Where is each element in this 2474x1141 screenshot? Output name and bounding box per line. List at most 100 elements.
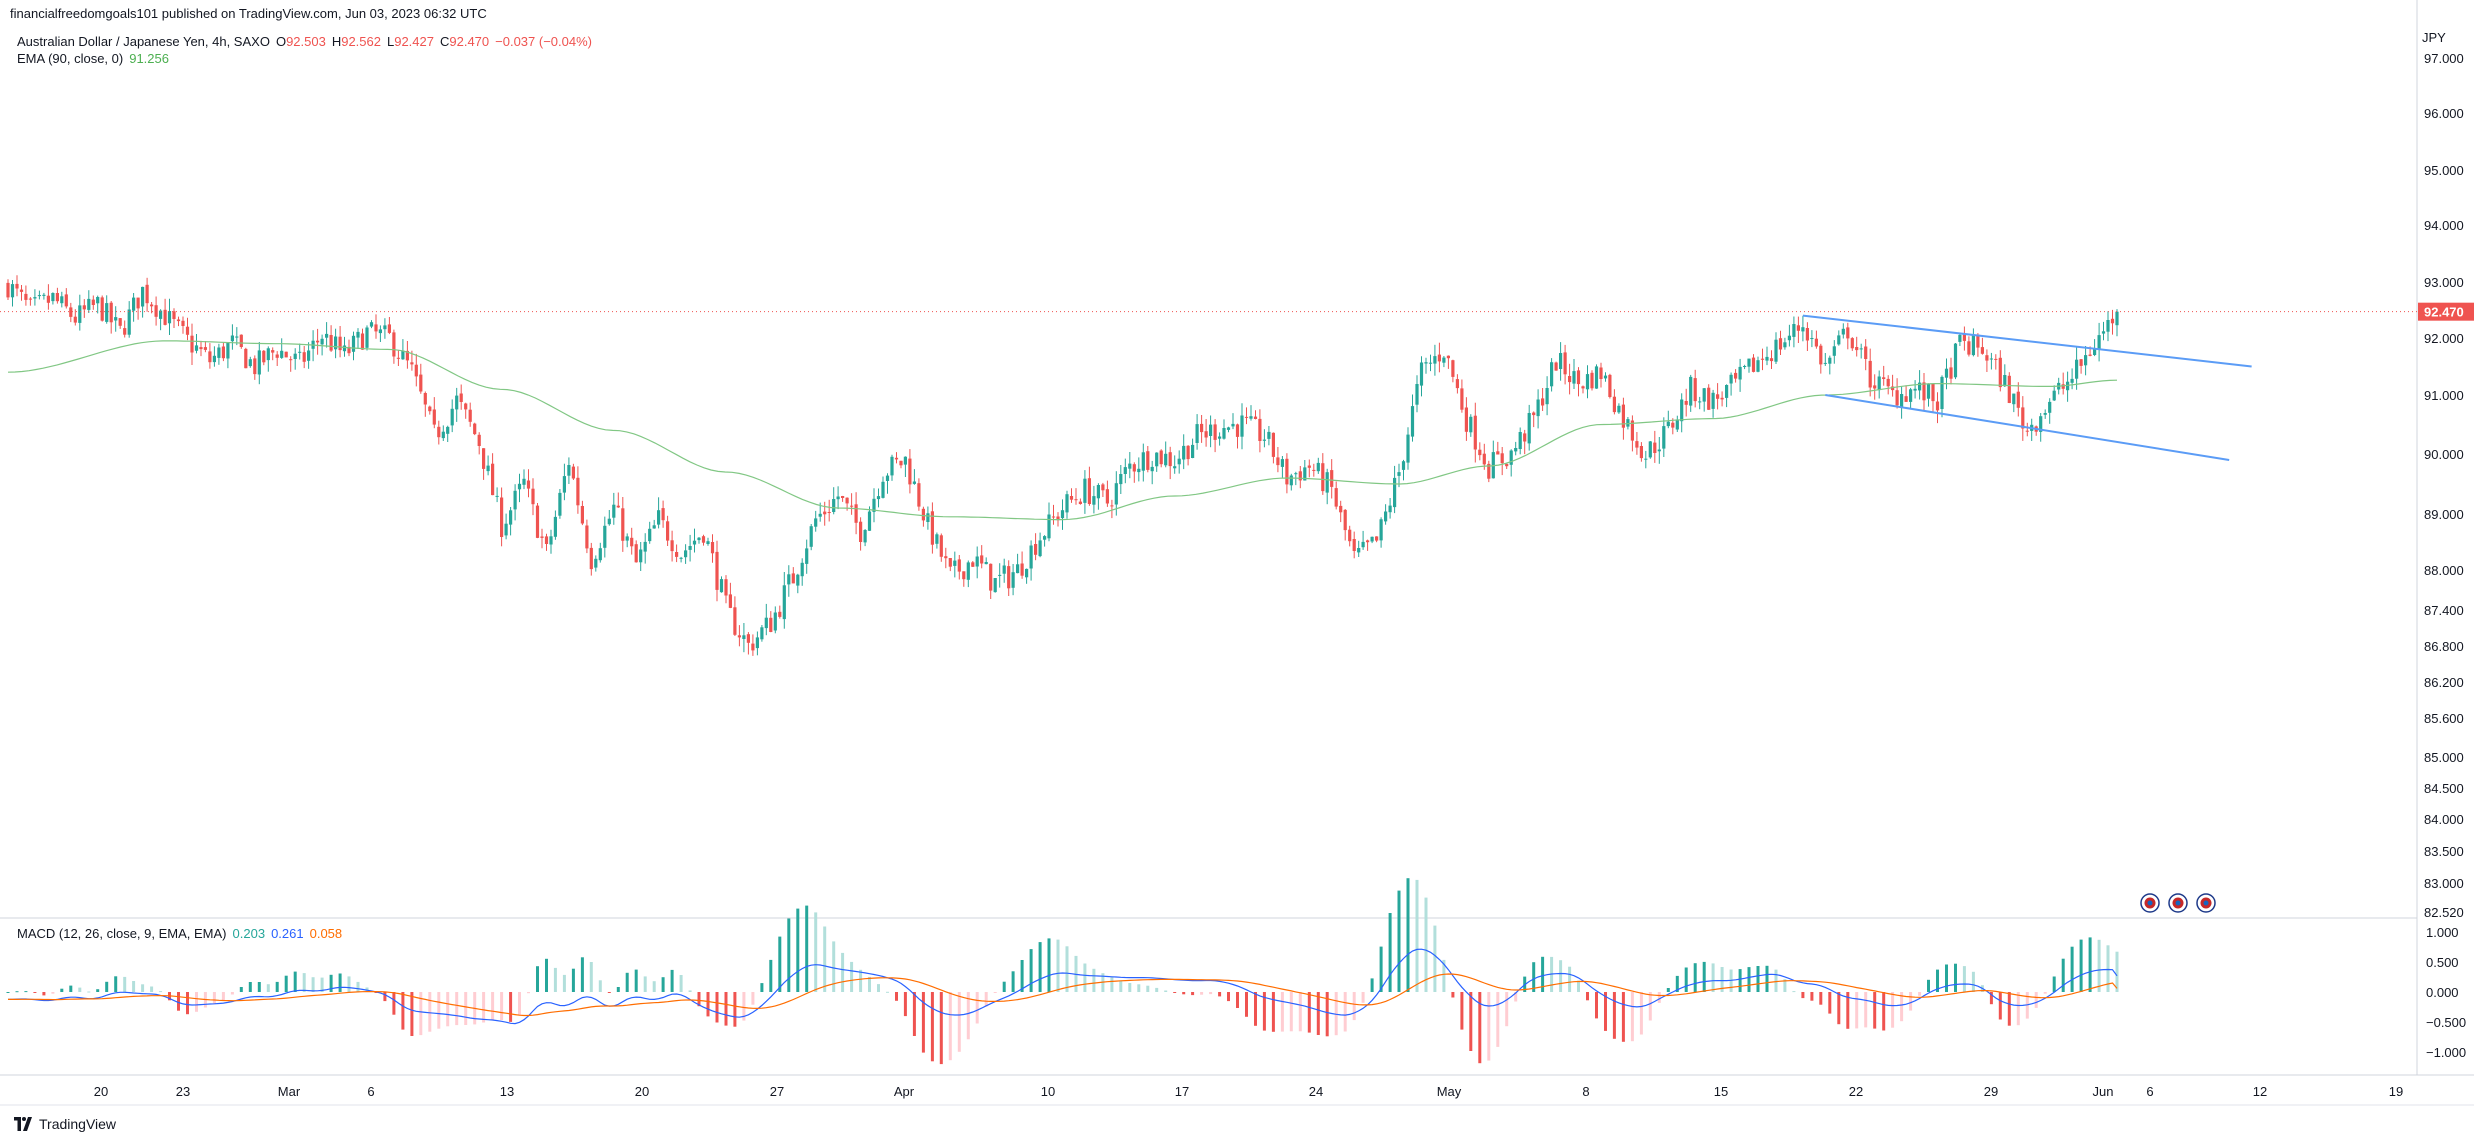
candle-body [984, 562, 988, 565]
macd-hist-bar [598, 980, 602, 992]
tradingview-footer[interactable]: TradingView [12, 1116, 116, 1132]
macd-hist-bar [356, 981, 360, 992]
candle-body [1693, 378, 1697, 402]
candle-body [818, 513, 822, 517]
event-flag-icon [2196, 893, 2216, 913]
candle-body [1204, 431, 1208, 438]
candle-body [271, 350, 275, 353]
macd-legend[interactable]: MACD (12, 26, close, 9, EMA, EMA) 0.203 0.… [17, 926, 348, 941]
candle-body [73, 316, 77, 323]
candle-body [1200, 423, 1204, 433]
candle-body [1029, 545, 1033, 569]
macd-hist-bar [42, 992, 46, 996]
candle-body [1401, 461, 1406, 470]
price-tick-label: 88.000 [2424, 563, 2464, 578]
candle-body [845, 497, 849, 504]
candle-body [482, 448, 486, 469]
candle-body [1428, 362, 1433, 364]
candle-body [1056, 516, 1060, 521]
candle-body [1774, 339, 1778, 362]
candle-body [1590, 372, 1594, 389]
ema-label[interactable]: EMA (90, close, 0) [17, 51, 124, 66]
candle-body [464, 403, 468, 410]
candle-body [760, 627, 764, 640]
candle-body [1016, 564, 1020, 574]
macd-hist-bar [114, 976, 118, 992]
candle-body [1729, 374, 1733, 384]
symbol-title[interactable]: Australian Dollar / Japanese Yen, 4h, SA… [17, 34, 270, 49]
candle-body [998, 574, 1002, 576]
candle-body [939, 535, 943, 557]
macd-hist-bar [1029, 949, 1033, 992]
tradingview-brand: TradingView [39, 1116, 117, 1132]
candle-body [1796, 325, 1800, 331]
macd-hist-bar [760, 983, 764, 992]
macd-label[interactable]: MACD (12, 26, close, 9, EMA, EMA) [17, 926, 227, 941]
macd-hist-bar [491, 992, 495, 1021]
candle-body [1303, 467, 1307, 481]
candle-body [993, 578, 997, 593]
candle-body [535, 505, 540, 538]
open-value: 92.503 [286, 34, 326, 49]
macd-hist-bar [1648, 992, 1652, 1021]
macd-hist-bar [1433, 925, 1437, 992]
macd-hist-bar [1962, 966, 1966, 992]
macd-hist-bar [1577, 980, 1580, 992]
candle-body [603, 525, 607, 548]
candle-body [1998, 357, 2002, 388]
candle-body [325, 333, 329, 338]
macd-hist-bar [248, 982, 252, 992]
candle-body [621, 508, 625, 541]
macd-line-value: 0.261 [271, 926, 304, 941]
candle-body [1756, 360, 1760, 372]
candle-body [634, 544, 638, 563]
ema-legend[interactable]: EMA (90, close, 0) 91.256 [17, 51, 175, 66]
candle-body [2016, 391, 2020, 408]
macd-hist-bar [1164, 990, 1168, 992]
candle-body [1823, 362, 1827, 364]
candle-body [885, 475, 890, 481]
channel-upper [1802, 314, 2252, 368]
time-tick-label: 22 [1849, 1084, 1863, 1099]
macd-hist-bar [1846, 992, 1850, 1029]
candle-body [1464, 407, 1468, 432]
ohlc-legend[interactable]: Australian Dollar / Japanese Yen, 4h, SA… [17, 34, 598, 49]
macd-hist-bar [1765, 965, 1769, 992]
candle-body [109, 302, 113, 323]
macd-hist-bar [1900, 992, 1904, 1022]
candle-body [598, 548, 602, 561]
candle-body [607, 518, 611, 525]
candle-body [239, 334, 243, 347]
candle-body [1294, 473, 1298, 475]
candle-body [1159, 450, 1163, 465]
candle-body [432, 409, 436, 425]
macd-hist-bar [1702, 961, 1706, 992]
macd-hist-bar [580, 957, 584, 992]
macd-hist-bar [302, 973, 306, 992]
candle-body [1195, 424, 1199, 443]
candle-body [1110, 505, 1114, 507]
candle-body [751, 643, 755, 651]
macd-hist-bar [1747, 967, 1751, 992]
macd-hist-bar [320, 977, 324, 992]
candle-body [1406, 434, 1410, 463]
macd-hist-bar [733, 992, 737, 1027]
macd-hist-bar [921, 992, 925, 1053]
candle-body [1944, 368, 1949, 378]
macd-hist-bar [886, 991, 889, 993]
candle-body [1810, 338, 1814, 339]
candle-body [1935, 401, 1940, 411]
macd-hist-bar [1891, 992, 1895, 1028]
time-tick-label: 20 [635, 1084, 649, 1099]
candle-body [2048, 401, 2052, 413]
publisher-line: financialfreedomgoals101 published on Tr… [10, 6, 487, 21]
macd-hist-bar [177, 992, 180, 1011]
candle-body [1357, 548, 1361, 553]
macd-hist-bar [1693, 963, 1697, 992]
candle-body [1343, 509, 1347, 531]
macd-hist-bar [518, 992, 521, 1015]
macd-hist-bar [6, 992, 10, 993]
macd-hist-bar [1621, 992, 1625, 1042]
